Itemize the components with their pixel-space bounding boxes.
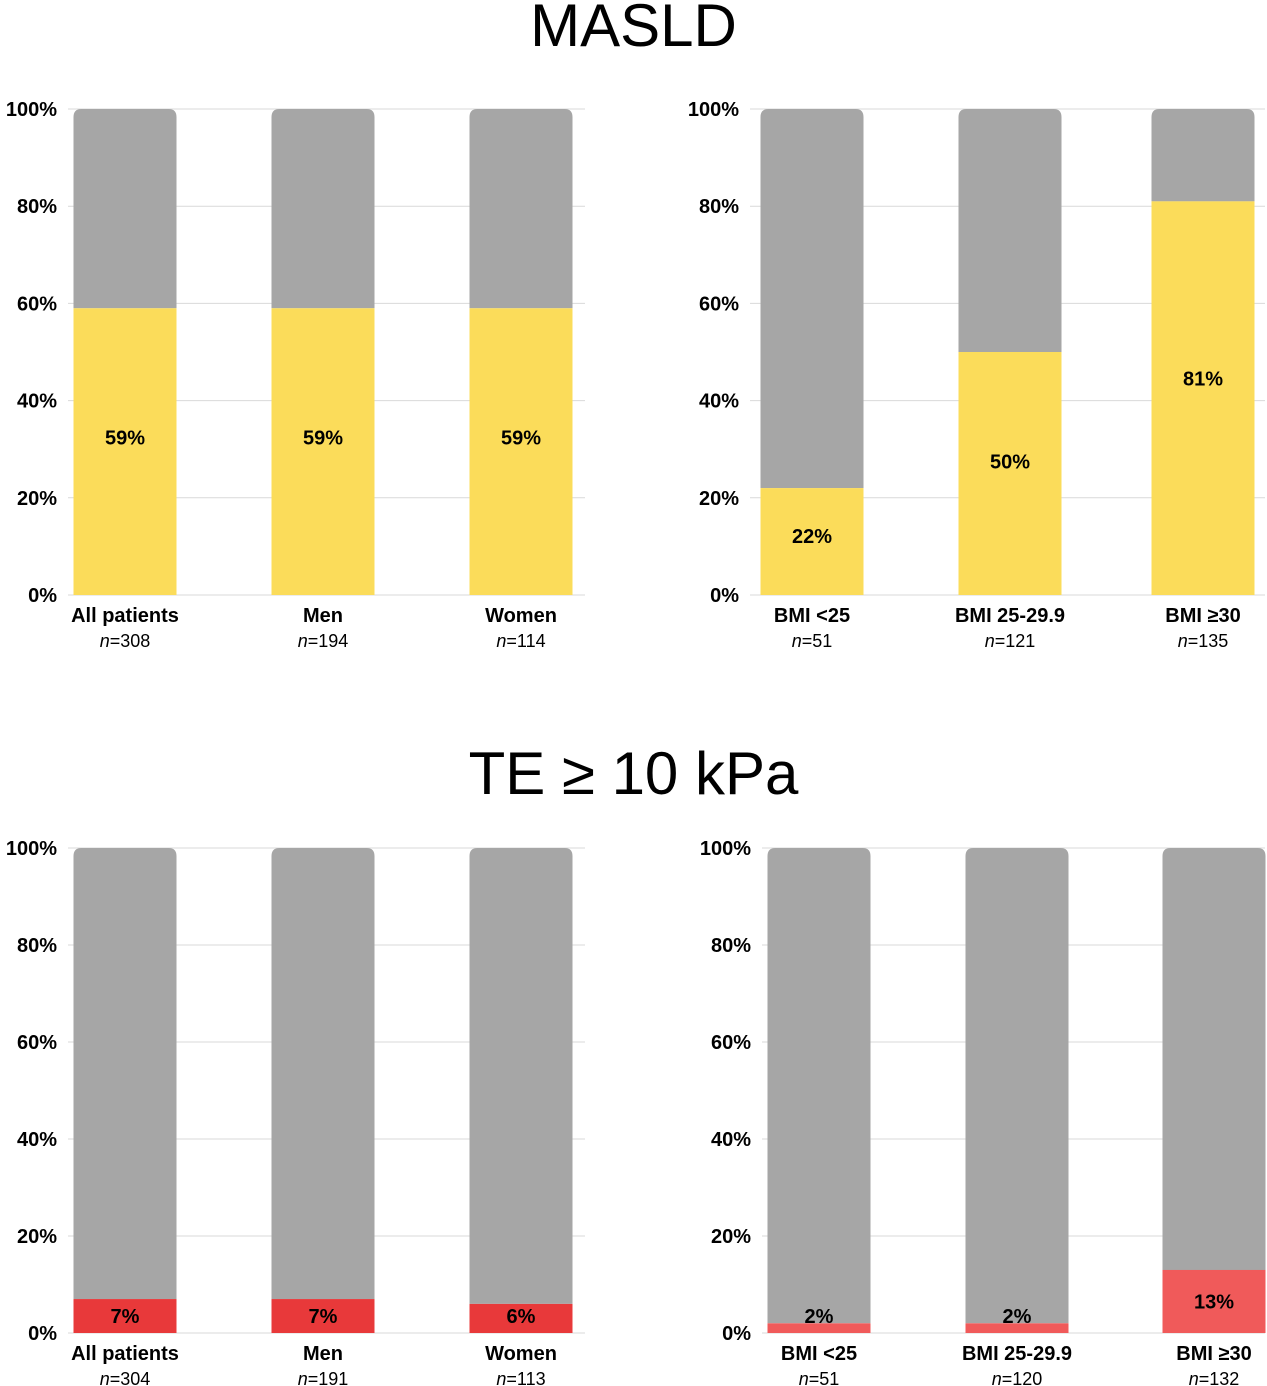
data-label: 59% [303, 427, 343, 449]
sample-size-label: n=114 [496, 631, 545, 651]
bar-remainder [271, 848, 375, 1300]
bar-remainder [73, 109, 177, 309]
bar-value [73, 1299, 177, 1333]
y-tick-label: 20% [17, 488, 57, 510]
sample-size-label: n=121 [985, 631, 1036, 651]
data-label: 59% [105, 427, 145, 449]
bar-remainder [1162, 848, 1266, 1270]
data-label: 22% [792, 526, 832, 548]
sample-size-label: n=194 [298, 631, 349, 651]
sample-size-label: n=120 [992, 1369, 1043, 1386]
bar-value [958, 352, 1062, 595]
data-label: 13% [1194, 1291, 1234, 1313]
category-label: BMI ≥30 [1165, 605, 1240, 627]
bar-value [469, 308, 573, 595]
bar-remainder [965, 848, 1069, 1324]
bar-value [271, 308, 375, 595]
sample-size-label: n=51 [792, 631, 833, 651]
bar-remainder [271, 109, 375, 309]
y-tick-label: 100% [6, 838, 57, 860]
bar-remainder [767, 848, 871, 1324]
bar-remainder [958, 109, 1062, 352]
category-label: BMI <25 [774, 605, 850, 627]
y-tick-label: 40% [17, 391, 57, 413]
bar-value [271, 1299, 375, 1333]
section-title-te: TE ≥ 10 kPa [468, 740, 799, 807]
category-label: BMI <25 [781, 1343, 857, 1365]
bar-remainder [469, 109, 573, 309]
y-tick-label: 60% [17, 293, 57, 315]
category-label: BMI 25-29.9 [962, 1343, 1072, 1365]
bar-value [1151, 201, 1255, 595]
y-tick-label: 60% [17, 1032, 57, 1054]
data-label: 6% [507, 1306, 536, 1328]
data-label: 2% [805, 1306, 834, 1328]
bar-value [1162, 1269, 1266, 1333]
bar-value [73, 308, 177, 595]
bar-value [767, 1323, 871, 1333]
y-tick-label: 40% [17, 1129, 57, 1151]
data-label: 50% [990, 451, 1030, 473]
data-label: 81% [1183, 368, 1223, 390]
data-label: 7% [309, 1306, 338, 1328]
y-tick-label: 100% [688, 99, 739, 121]
y-tick-label: 0% [710, 585, 739, 607]
sample-size-label: n=135 [1178, 631, 1229, 651]
category-label: Women [485, 605, 557, 627]
category-label: Men [303, 1343, 343, 1365]
bar-value [965, 1323, 1069, 1333]
y-tick-label: 100% [6, 99, 57, 121]
y-tick-label: 20% [17, 1226, 57, 1248]
sample-size-label: n=132 [1189, 1369, 1240, 1386]
sample-size-label: n=191 [298, 1369, 349, 1386]
y-tick-label: 100% [700, 838, 751, 860]
section-title-masld: MASLD [530, 0, 737, 59]
category-label: Men [303, 605, 343, 627]
bar-value [760, 488, 864, 595]
chart-te-bmi: 0% 20% 40% 60% 80% 100% 2% BMI <25 n=51 2% BMI 25-… [700, 838, 1266, 1386]
y-tick-label: 20% [711, 1226, 751, 1248]
y-tick-label: 40% [699, 391, 739, 413]
y-tick-label: 20% [699, 488, 739, 510]
chart-te-overall: 0% 20% 40% 60% 80% 100% 7% All patients n=304 7% M… [6, 838, 585, 1386]
y-tick-label: 0% [28, 1323, 57, 1345]
bar-value [469, 1303, 573, 1333]
data-label: 7% [111, 1306, 140, 1328]
category-label: BMI 25-29.9 [955, 605, 1065, 627]
category-label: Women [485, 1343, 557, 1365]
data-label: 2% [1003, 1306, 1032, 1328]
category-label: All patients [71, 605, 179, 627]
y-tick-label: 80% [699, 196, 739, 218]
category-label: BMI ≥30 [1176, 1343, 1251, 1365]
y-tick-label: 60% [711, 1032, 751, 1054]
sample-size-label: n=304 [100, 1369, 151, 1386]
y-tick-label: 0% [28, 585, 57, 607]
y-tick-label: 60% [699, 293, 739, 315]
y-tick-label: 80% [17, 196, 57, 218]
data-label: 59% [501, 427, 541, 449]
y-tick-label: 80% [711, 935, 751, 957]
bar-remainder [760, 109, 864, 489]
sample-size-label: n=308 [100, 631, 151, 651]
y-tick-label: 80% [17, 935, 57, 957]
sample-size-label: n=113 [496, 1369, 545, 1386]
category-label: All patients [71, 1343, 179, 1365]
chart-masld-bmi: 0% 20% 40% 60% 80% 100% 22% BMI <25 n=51 50% BMI 2… [688, 99, 1265, 651]
bar-remainder [73, 848, 177, 1300]
y-tick-label: 0% [722, 1323, 751, 1345]
bar-remainder [1151, 109, 1255, 202]
chart-masld-overall: 0% 20% 40% 60% 80% 100% 59% All patients n=308 59… [6, 99, 585, 651]
sample-size-label: n=51 [799, 1369, 840, 1386]
y-tick-label: 40% [711, 1129, 751, 1151]
bar-remainder [469, 848, 573, 1304]
